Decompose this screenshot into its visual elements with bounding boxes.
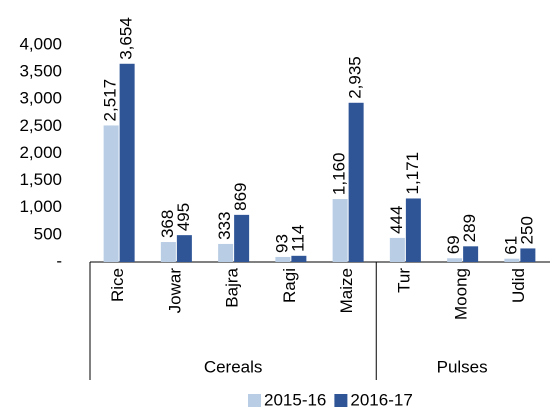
group-label: Cereals [204,357,263,376]
value-label: 444 [387,206,406,234]
value-label: 114 [288,225,307,252]
value-label: 93 [272,234,291,253]
x-tick-label: Moong [452,268,471,320]
legend-swatch [334,394,348,407]
bar [119,63,135,262]
x-tick-label: Bajra [223,267,242,307]
legend-swatch [248,394,261,407]
bar [389,237,405,262]
value-label: 495 [174,203,193,231]
bar [160,242,176,262]
y-tick-label: 3,500 [19,62,62,81]
bar [103,125,119,262]
value-label: 2,935 [346,56,365,99]
y-tick-label: 4,000 [19,34,62,53]
value-label: 250 [517,216,536,244]
x-tick-label: Maize [337,268,356,313]
x-tick-label: Rice [108,268,127,302]
bar [332,199,348,262]
bar [520,248,536,262]
legend-label: 2016-17 [350,390,412,409]
bar [234,214,250,262]
legend-label: 2015-16 [264,390,326,409]
x-tick-label: Udid [509,268,528,303]
y-tick-label: 2,500 [19,116,62,135]
value-label: 368 [158,210,177,238]
value-label: 1,160 [330,153,349,196]
value-label: 333 [215,212,234,240]
y-tick-label: 1,500 [19,170,62,189]
y-tick-label: 2,000 [19,143,62,162]
x-tick-label: Ragi [280,268,299,303]
bar [463,246,479,262]
group-label: Pulses [437,357,488,376]
y-tick-label: 3,000 [19,89,62,108]
bar [447,258,463,262]
x-tick-label: Jowar [165,268,184,314]
value-label: 869 [231,182,250,210]
bar [405,198,421,262]
value-label: 69 [444,235,463,254]
bar [348,102,364,263]
value-label: 1,171 [403,152,422,195]
bar [275,256,291,262]
y-tick-label: - [56,251,62,270]
bar [218,243,234,262]
y-tick-label: 500 [34,224,62,243]
bar [504,258,520,262]
bar [291,255,307,262]
value-label: 289 [460,214,479,242]
value-label: 61 [501,236,520,255]
y-tick-label: 1,000 [19,197,62,216]
x-tick-label: Tur [394,268,413,293]
value-label: 2,517 [101,79,120,122]
bar [176,235,192,262]
value-label: 3,654 [117,17,136,60]
